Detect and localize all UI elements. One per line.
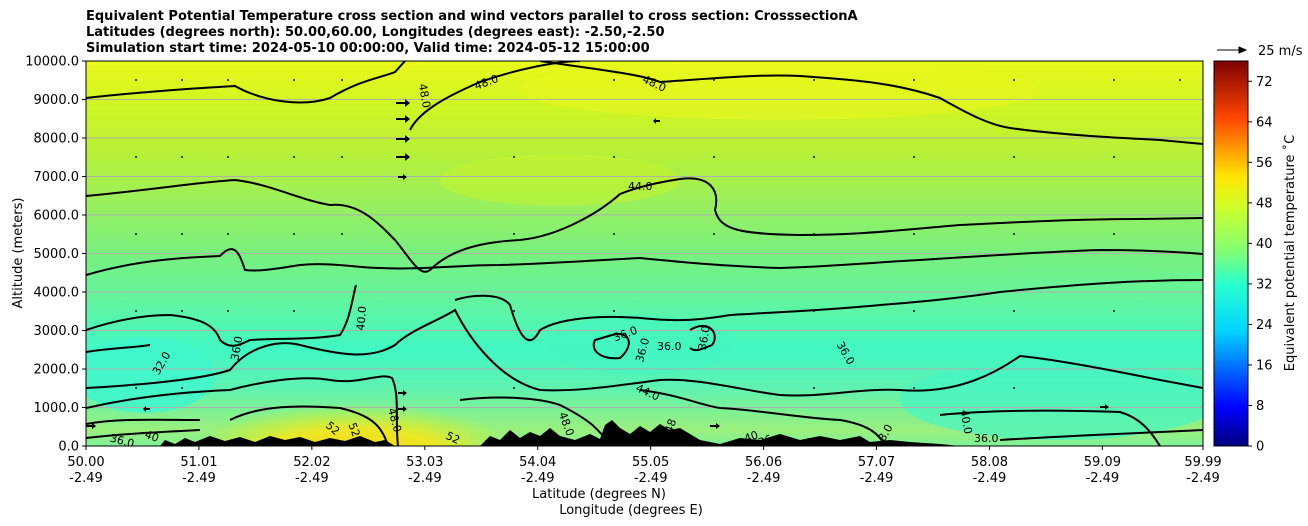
x-tick-label-longitude: -2.49 xyxy=(1086,471,1120,486)
contour-label: 40.0 xyxy=(354,306,369,332)
colorbar-tick-label: 16 xyxy=(1256,358,1273,373)
x-tick-label-longitude: -2.49 xyxy=(69,471,103,486)
x-tick-label-latitude: 51.01 xyxy=(180,455,217,470)
contour-label: 36.0 xyxy=(228,335,245,361)
colorbar-ticks: 0 8 16 24 32 40 48 56 64 72 xyxy=(1248,75,1273,455)
y-tick-label: 1000.0 xyxy=(34,401,80,416)
warm-pocket xyxy=(205,370,505,446)
colorbar-tick-label: 40 xyxy=(1256,237,1273,252)
x-axis-label-latitude: Latitude (degrees N) xyxy=(532,487,666,502)
y-tick-label: 6000.0 xyxy=(34,209,80,224)
x-tick-label-latitude: 53.03 xyxy=(406,455,443,470)
contour-label: 44.0 xyxy=(628,180,653,193)
x-tick-label-longitude: -2.49 xyxy=(182,471,216,486)
x-tick-label-latitude: 58.08 xyxy=(971,455,1008,470)
cold-pocket-east xyxy=(900,360,1203,440)
x-tick-label-latitude: 55.05 xyxy=(632,455,669,470)
x-tick-label-latitude: 59.99 xyxy=(1184,455,1221,470)
y-tick-label: 0.0 xyxy=(58,440,79,455)
y-tick-label: 2000.0 xyxy=(34,363,80,378)
contour-label: 40 xyxy=(742,428,760,445)
wind-dots xyxy=(135,79,1181,389)
x-tick-label-longitude: -2.49 xyxy=(295,471,329,486)
x-tick-label-latitude: 50.00 xyxy=(67,455,104,470)
colorbar: 0 8 16 24 32 40 48 56 64 72 Equivalent potential … xyxy=(1213,60,1298,455)
contour-label: 40.0 xyxy=(958,409,975,435)
chart-title-line-2: Latitudes (degrees north): 50.00,60.00, … xyxy=(86,25,665,40)
upper-warm-band xyxy=(520,61,1040,120)
contour-label: 48.0 xyxy=(385,407,404,434)
contour-label: 36 xyxy=(756,432,774,449)
x-tick-label-longitude: -2.49 xyxy=(408,471,442,486)
colorbar-label: Equivalent potential temperature ˚C xyxy=(1282,135,1298,371)
x-tick-label-latitude: 52.02 xyxy=(293,455,330,470)
contour-label: 28.0 xyxy=(806,436,831,449)
colorbar-tick-label: 24 xyxy=(1256,318,1273,333)
x-tick-label-longitude: -2.49 xyxy=(860,471,894,486)
y-axis: 0.0 1000.0 2000.0 3000.0 4000.0 5000.0 6000.0 7… xyxy=(25,55,86,455)
colorbar-tick-label: 32 xyxy=(1256,277,1273,292)
x-tick-label-longitude: -2.49 xyxy=(521,471,555,486)
y-tick-label: 3000.0 xyxy=(34,324,80,339)
chart-title-line-3: Simulation start time: 2024-05-10 00:00:… xyxy=(86,41,650,56)
y-axis-label: Altitude (meters) xyxy=(11,198,26,309)
colorbar-tick-label: 72 xyxy=(1256,75,1273,90)
colorbar-tick-label: 48 xyxy=(1256,196,1273,211)
plot-area: 48.0 48.0 48.0 44.0 40.0 36.0 32.0 36.0 … xyxy=(86,61,1203,451)
x-tick-label-longitude: -2.49 xyxy=(747,471,781,486)
quiver-key: 25 m/s xyxy=(1217,44,1303,59)
x-tick-label-longitude: -2.49 xyxy=(1186,471,1220,486)
y-tick-label: 4000.0 xyxy=(34,286,80,301)
x-axis: 50.00-2.4951.01-2.4952.02-2.4953.03-2.49… xyxy=(67,446,1222,486)
contour-lines xyxy=(86,61,1203,446)
x-tick-label-latitude: 57.07 xyxy=(858,455,895,470)
contour-label: 40 xyxy=(143,428,161,445)
y-tick-label: 7000.0 xyxy=(34,170,80,185)
contour-label: 36.0 xyxy=(974,432,999,445)
contour-label: 52 xyxy=(444,429,462,447)
y-tick-label: 9000.0 xyxy=(34,93,80,108)
x-tick-label-latitude: 56.06 xyxy=(745,455,782,470)
contour-label: 48 xyxy=(662,417,679,435)
x-tick-label-latitude: 59.09 xyxy=(1084,455,1121,470)
chart-title-line-1: Equivalent Potential Temperature cross s… xyxy=(86,9,858,24)
y-tick-label: 8000.0 xyxy=(34,132,80,147)
colorbar-tick-label: 8 xyxy=(1256,399,1264,414)
colorbar-tick-label: 0 xyxy=(1256,440,1264,455)
x-tick-label-latitude: 54.04 xyxy=(519,455,556,470)
y-tick-label: 10000.0 xyxy=(25,55,79,70)
y-tick-label: 5000.0 xyxy=(34,247,80,262)
cold-pocket-west xyxy=(86,337,215,413)
quiver-key-label: 25 m/s xyxy=(1258,44,1303,59)
wind-vectors xyxy=(86,99,1109,429)
colorbar-gradient xyxy=(1214,61,1248,446)
colorbar-tick-label: 64 xyxy=(1256,115,1273,130)
contour-label: 52 xyxy=(345,421,362,439)
colorbar-tick-label: 56 xyxy=(1256,156,1273,171)
quiver-key-arrow-icon xyxy=(1217,46,1248,54)
contour-label: 36.0 xyxy=(109,432,136,451)
contour-label: 36.0 xyxy=(696,325,713,351)
colorbar-frame xyxy=(1213,60,1249,447)
terrain xyxy=(86,420,1203,446)
contour-label: 48.0 xyxy=(416,83,433,109)
x-tick-label-longitude: -2.49 xyxy=(973,471,1007,486)
x-axis-label-longitude: Longitude (degrees E) xyxy=(559,503,703,518)
contour-label: 36.0 xyxy=(657,340,682,353)
contour-label: 36.0 xyxy=(633,337,652,364)
x-tick-label-longitude: -2.49 xyxy=(634,471,668,486)
